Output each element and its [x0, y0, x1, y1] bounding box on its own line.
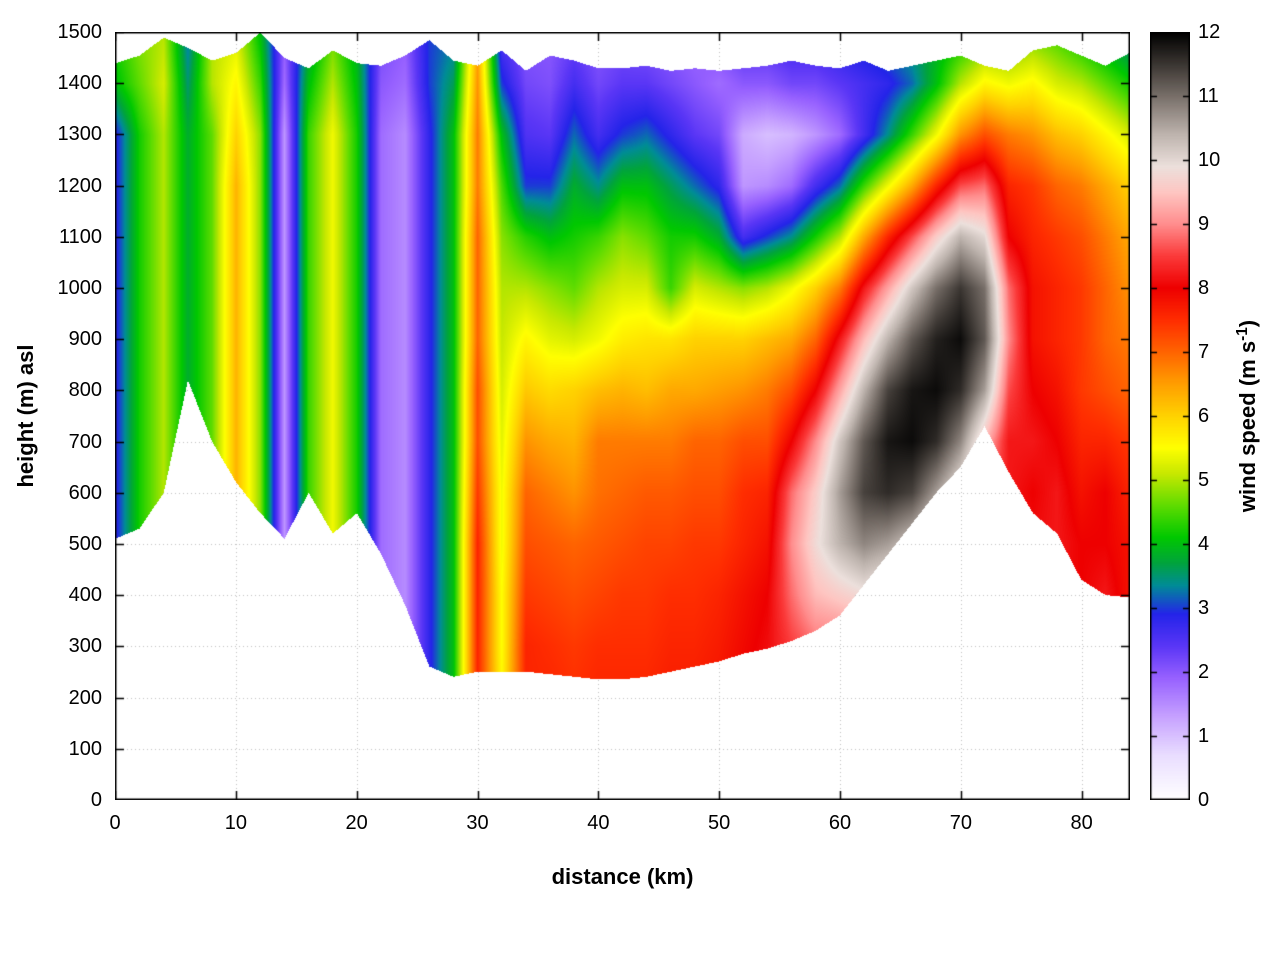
y-tick-label: 1500: [57, 21, 103, 43]
y-tick-label: 600: [68, 481, 102, 504]
colorbar-tick-label: 9: [1198, 213, 1210, 235]
colorbar-tick-label: 5: [1198, 469, 1210, 491]
colorbar-tick-label: 12: [1198, 21, 1221, 43]
colorbar-label-prefix: wind speed (m s: [1235, 340, 1260, 513]
y-tick-label: 900: [68, 328, 102, 351]
y-tick-label: 1400: [57, 72, 103, 95]
y-tick-label: 800: [68, 379, 102, 402]
colorbar-tick-label: 2: [1198, 661, 1210, 683]
colorbar-tick-label: 6: [1198, 405, 1210, 427]
x-tick-label: 60: [828, 812, 852, 834]
y-axis-label: height (m) asl: [13, 344, 38, 488]
y-tick-label: 1300: [57, 123, 103, 146]
y-tick-label: 1100: [58, 225, 102, 248]
colorbar-tick-label: 10: [1198, 149, 1221, 171]
x-tick-label: 20: [345, 812, 368, 834]
colorbar-tick-label: 8: [1198, 277, 1210, 299]
x-tick-label: 80: [1070, 812, 1093, 834]
colorbar-tick-label: 0: [1198, 789, 1210, 811]
x-tick-label: 50: [708, 812, 731, 834]
colorbar-tick-label: 3: [1198, 597, 1210, 619]
y-tick-label: 300: [68, 635, 102, 658]
y-tick-label: 400: [68, 584, 102, 607]
y-tick-label: 1200: [57, 174, 103, 197]
colorbar-label: wind speed (m s-1): [1233, 320, 1261, 513]
x-tick-label: 10: [224, 812, 247, 834]
y-tick-label: 200: [68, 686, 102, 709]
colorbar-tick-label: 7: [1198, 341, 1210, 363]
x-tick-label: 0: [109, 812, 121, 834]
y-tick-label: 500: [68, 533, 102, 555]
colorbar-tick-label: 4: [1198, 533, 1210, 555]
x-tick-label: 40: [587, 812, 610, 834]
colorbar-label-superscript: -1: [1233, 327, 1251, 341]
y-tick-label: 0: [90, 789, 102, 811]
x-tick-label: 30: [466, 812, 489, 834]
colorbar: [1150, 32, 1190, 800]
x-tick-label: 70: [949, 812, 972, 834]
heatmap-canvas: [115, 32, 1130, 800]
x-axis-label: distance (km): [551, 864, 694, 889]
colorbar-tick-label: 1: [1198, 725, 1210, 747]
y-tick-label: 700: [68, 430, 102, 453]
colorbar-tick-label: 11: [1198, 85, 1219, 107]
y-tick-label: 100: [68, 737, 102, 760]
y-tick-label: 1000: [57, 277, 103, 299]
